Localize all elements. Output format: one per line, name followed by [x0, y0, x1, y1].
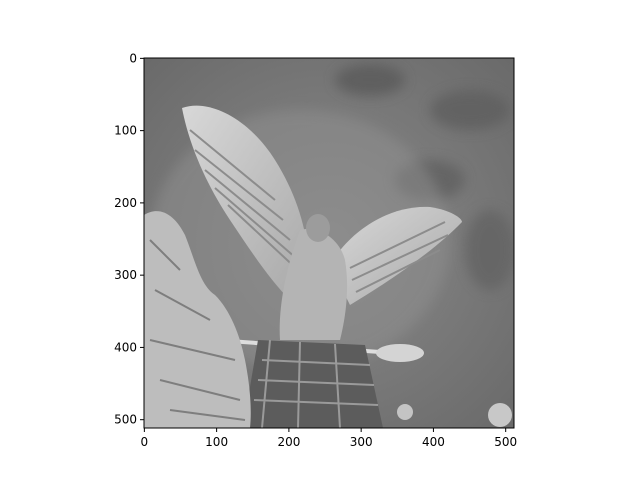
y-tick-label: 400 [114, 340, 137, 354]
x-tick-label: 100 [205, 435, 228, 449]
stone-base [243, 339, 383, 428]
y-tick-label: 100 [114, 124, 137, 138]
foliage [144, 211, 512, 428]
x-tick-label: 300 [350, 435, 373, 449]
y-tick-label: 0 [129, 51, 137, 65]
y-axis: 0 100 200 300 400 500 [114, 51, 144, 427]
eagle-body [279, 214, 348, 340]
x-tick-label: 500 [494, 435, 517, 449]
x-tick-label: 200 [277, 435, 300, 449]
x-tick-label: 400 [422, 435, 445, 449]
eagle-left-wing [182, 105, 310, 300]
image-area [144, 58, 514, 428]
axes-frame [143, 57, 515, 429]
y-tick-label: 200 [114, 196, 137, 210]
y-tick-label: 300 [114, 268, 137, 282]
y-tick-label: 500 [114, 413, 137, 427]
eagle-right-wing [330, 206, 462, 305]
x-axis: 0 100 200 300 400 500 [141, 428, 517, 449]
x-tick-label: 0 [141, 435, 149, 449]
